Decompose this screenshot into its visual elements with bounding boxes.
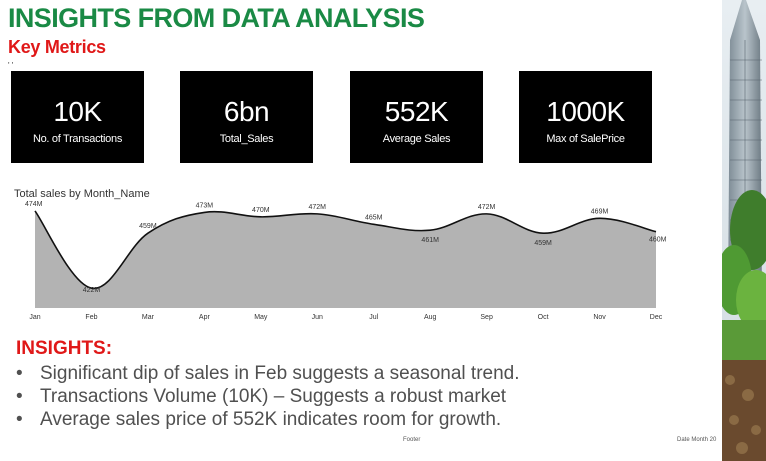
data-label: 469M bbox=[591, 208, 609, 215]
x-tick-label: Sep bbox=[480, 314, 493, 321]
data-label: 422M bbox=[83, 287, 101, 294]
kpi-value: 1000K bbox=[546, 96, 625, 127]
insight-item: • Average sales price of 552K indicates r… bbox=[16, 408, 520, 431]
x-tick-label: Jul bbox=[369, 314, 378, 321]
kpi-label: Max of SalePrice bbox=[546, 133, 625, 145]
data-label: 472M bbox=[309, 204, 327, 211]
kpi-card-transactions: 10K No. of Transactions bbox=[11, 71, 144, 163]
page-title: INSIGHTS FROM DATA ANALYSIS bbox=[8, 3, 425, 33]
section-subtitle: Key Metrics bbox=[8, 37, 106, 57]
data-label: 460M bbox=[649, 237, 667, 244]
data-label: 461M bbox=[421, 237, 439, 244]
kpi-value: 552K bbox=[384, 96, 449, 127]
x-tick-label: Jan bbox=[29, 314, 40, 321]
x-tick-label: Jun bbox=[312, 314, 323, 321]
kpi-label: Average Sales bbox=[382, 133, 451, 145]
insight-text: Significant dip of sales in Feb suggests… bbox=[40, 363, 520, 384]
footer-text: Footer bbox=[403, 437, 421, 443]
insight-text: Average sales price of 552K indicates ro… bbox=[40, 409, 502, 430]
kpi-card-max-saleprice: 1000K Max of SalePrice bbox=[519, 71, 652, 163]
building-photo bbox=[722, 0, 766, 461]
kpi-value: 10K bbox=[53, 96, 102, 127]
x-tick-label: Mar bbox=[142, 314, 155, 321]
insights-heading: INSIGHTS: bbox=[16, 338, 113, 359]
insights-list: • Significant dip of sales in Feb suggest… bbox=[16, 362, 520, 431]
x-tick-label: Oct bbox=[538, 314, 549, 321]
insight-item: • Significant dip of sales in Feb suggest… bbox=[16, 362, 520, 385]
data-label: 472M bbox=[478, 204, 496, 211]
x-tick-label: May bbox=[254, 314, 268, 321]
kpi-label: No. of Transactions bbox=[32, 133, 123, 145]
date-footer: Date Month 20 bbox=[677, 437, 717, 443]
insight-text: Transactions Volume (10K) – Suggests a r… bbox=[40, 386, 507, 407]
x-tick-label: Aug bbox=[424, 314, 437, 321]
data-label: 465M bbox=[365, 214, 383, 221]
kpi-card-total-sales: 6bn Total_Sales bbox=[180, 71, 313, 163]
tiny-mark: ' ' bbox=[8, 61, 14, 70]
data-label: 474M bbox=[25, 201, 43, 208]
data-label: 459M bbox=[534, 240, 552, 247]
kpi-value: 6bn bbox=[223, 96, 270, 127]
data-label: 473M bbox=[196, 202, 214, 209]
x-tick-label: Nov bbox=[593, 314, 606, 321]
x-tick-label: Apr bbox=[199, 314, 211, 321]
data-label: 470M bbox=[252, 207, 270, 214]
bullet-icon: • bbox=[16, 386, 23, 407]
kpi-card-average-sales: 552K Average Sales bbox=[350, 71, 483, 163]
sales-by-month-chart: Total sales by Month_Name 474M Jan 422M Feb… bbox=[14, 188, 667, 321]
x-tick-label: Feb bbox=[85, 314, 97, 321]
insight-item: • Transactions Volume (10K) – Suggests a … bbox=[16, 385, 520, 408]
sales-series-line bbox=[34, 210, 657, 289]
data-label: 459M bbox=[139, 223, 157, 230]
chart-title: Total sales by Month_Name bbox=[14, 188, 150, 200]
x-tick-label: Dec bbox=[650, 314, 663, 321]
bullet-icon: • bbox=[16, 409, 23, 430]
sales-area-fill bbox=[35, 210, 656, 308]
bullet-icon: • bbox=[16, 363, 23, 384]
kpi-label: Total_Sales bbox=[219, 133, 274, 145]
